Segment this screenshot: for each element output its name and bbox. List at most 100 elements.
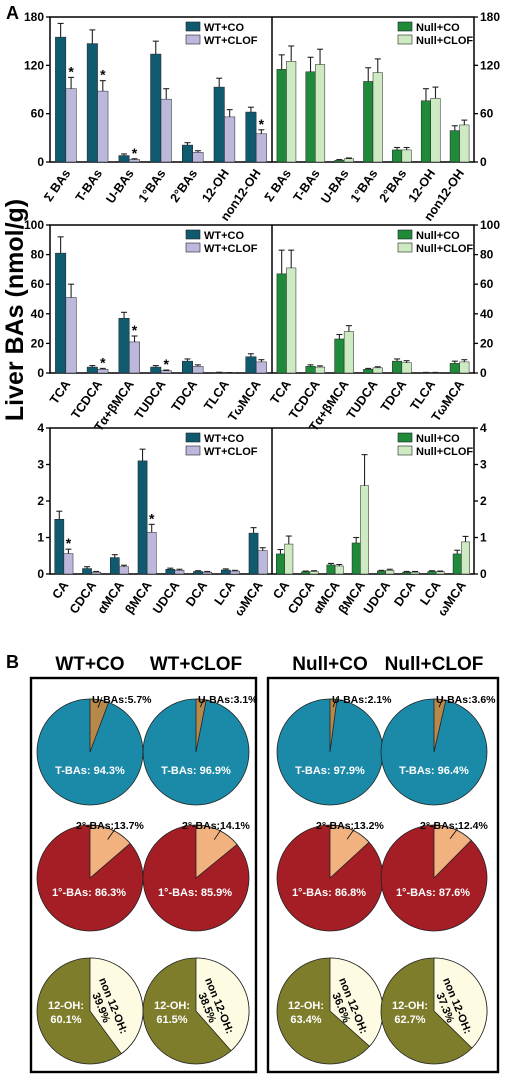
y-tick-label-left: 0 bbox=[37, 366, 44, 380]
x-tick-label: TLCA bbox=[201, 378, 232, 413]
y-tick-label-left: 40 bbox=[31, 307, 45, 321]
bar-wt-co bbox=[137, 460, 148, 575]
bar-wt-clof bbox=[129, 341, 141, 374]
pie-slice-small bbox=[195, 957, 250, 1052]
legend-swatch-null-0 bbox=[397, 229, 413, 240]
pie-leader-line bbox=[346, 827, 356, 840]
pie-slice-small bbox=[433, 957, 488, 1049]
bar-null-clof bbox=[343, 331, 354, 374]
pie-label-large-line1: 12-OH: bbox=[154, 1000, 190, 1012]
pie-label-large: T-BAs: 97.9% bbox=[295, 765, 365, 777]
bar-null-co bbox=[449, 130, 460, 163]
bar-null-co bbox=[420, 100, 431, 163]
y-tick-label-right: 0 bbox=[480, 567, 487, 581]
pie-label-small: 2°-BAs:12.4% bbox=[420, 820, 488, 832]
bar-null-co bbox=[449, 363, 460, 374]
significance-marker: * bbox=[164, 356, 170, 372]
significance-marker: * bbox=[68, 63, 74, 79]
pie-slice-small bbox=[433, 824, 472, 879]
x-tick-label: TωMCA bbox=[225, 378, 263, 424]
x-tick-label: DCA bbox=[183, 579, 210, 609]
pie-leader-line bbox=[449, 827, 459, 840]
x-tick-label: 12-OH bbox=[199, 167, 232, 205]
legend-swatch-wt-1 bbox=[185, 445, 201, 456]
pie-label-large-line2: 63.4% bbox=[290, 1014, 321, 1026]
x-tick-label: TUDCA bbox=[132, 378, 169, 422]
panel-label-a: A bbox=[6, 3, 19, 23]
pie-slice-small bbox=[89, 957, 144, 1055]
bar-null-clof bbox=[372, 72, 383, 163]
pie-label-small: 2°-BAs:14.1% bbox=[182, 820, 250, 832]
bar-null-clof bbox=[286, 61, 297, 163]
y-tick-label-left: 1 bbox=[37, 531, 44, 545]
bar-null-clof bbox=[401, 362, 412, 374]
bar-null-clof bbox=[385, 570, 395, 575]
legend-label-wt-0: WT+CO bbox=[204, 433, 244, 445]
x-tick-label: 1°BAs bbox=[348, 167, 381, 205]
pie-label-large-line2: 61.5% bbox=[156, 1014, 187, 1026]
bar-null-clof bbox=[459, 361, 470, 374]
bar-wt-clof bbox=[192, 366, 204, 374]
bar-wt-co bbox=[220, 569, 231, 575]
pie-label-large: 1°-BAs: 86.8% bbox=[292, 887, 366, 899]
x-tick-label: TCA bbox=[47, 378, 73, 407]
bar-null-clof bbox=[315, 64, 326, 163]
bar-null-clof bbox=[461, 541, 470, 575]
bar-null-clof bbox=[360, 485, 369, 575]
legend-swatch-wt-0 bbox=[185, 229, 201, 240]
bar-null-co bbox=[402, 571, 412, 575]
y-tick-label-right: 2 bbox=[480, 494, 487, 508]
bar-null-co bbox=[276, 273, 287, 374]
bar-wt-clof bbox=[202, 571, 213, 575]
bar-wt-co bbox=[54, 519, 65, 575]
legend-swatch-null-0 bbox=[397, 21, 413, 32]
pie-leader-line bbox=[213, 827, 223, 840]
bar-null-clof bbox=[430, 98, 441, 163]
legend-label-wt-0: WT+CO bbox=[204, 230, 244, 242]
pie-primary-0: 1°-BAs: 86.3% 2°-BAs:13.7% bbox=[36, 820, 144, 932]
legend-label-null-1: Null+CLOF bbox=[416, 35, 473, 47]
legend-swatch-null-1 bbox=[397, 445, 413, 456]
pie-slice-small bbox=[89, 824, 131, 879]
pie-label-large-line1: 12-OH: bbox=[392, 1000, 428, 1012]
bar-wt-clof bbox=[65, 88, 77, 163]
y-tick-label-right: 120 bbox=[480, 58, 500, 72]
pie-label-small: U-BAs:3.6% bbox=[436, 694, 496, 706]
bar-null-clof bbox=[343, 158, 354, 163]
y-tick-label-right: 100 bbox=[480, 218, 500, 232]
legend-swatch-wt-0 bbox=[185, 21, 201, 32]
significance-marker: * bbox=[259, 116, 265, 132]
bar-wt-clof bbox=[255, 133, 267, 163]
x-tick-label: CA bbox=[50, 579, 72, 602]
bar-null-co bbox=[363, 369, 374, 374]
y-tick-label-right: 60 bbox=[480, 277, 494, 291]
x-tick-label: T-BAs bbox=[73, 167, 105, 205]
bar-null-clof bbox=[459, 124, 470, 163]
pie-label-large: T-BAs: 94.3% bbox=[55, 765, 125, 777]
x-tick-label: TCA bbox=[268, 378, 294, 407]
pie-primary-1: 1°-BAs: 85.9% 2°-BAs:14.1% bbox=[142, 820, 250, 932]
legend-label-null-0: Null+CO bbox=[416, 230, 460, 242]
y-tick-label-left: 60 bbox=[31, 107, 45, 121]
legend-label-null-1: Null+CLOF bbox=[416, 446, 473, 458]
y-tick-label-left: 180 bbox=[24, 10, 44, 24]
pie-group-title: Null+CLOF bbox=[385, 654, 484, 675]
pie-label-large: 1°-BAs: 86.3% bbox=[52, 887, 126, 899]
significance-marker: * bbox=[66, 535, 72, 551]
pie-oh12-0: 12-OH:60.1% non 12-OH:39.9% bbox=[36, 957, 144, 1065]
x-tick-label: U-BAs bbox=[318, 167, 351, 206]
bar-null-co bbox=[427, 571, 437, 575]
bar-wt-co bbox=[193, 571, 203, 575]
pie-label-small: U-BAs:2.1% bbox=[332, 694, 392, 706]
pie-tbas-0: T-BAs: 94.3% U-BAs:5.7% bbox=[36, 694, 152, 806]
pie-label-large-line2: 62.7% bbox=[394, 1014, 425, 1026]
x-tick-label: TDCA bbox=[378, 378, 409, 414]
bar-wt-co bbox=[86, 43, 98, 163]
pie-leader-line bbox=[332, 696, 338, 708]
bar-wt-co bbox=[118, 155, 130, 163]
bar-wt-co bbox=[118, 317, 130, 374]
pie-primary-3: 1°-BAs: 87.6% 2°-BAs:12.4% bbox=[380, 820, 488, 932]
bar-null-co bbox=[334, 160, 345, 163]
pie-slice-small bbox=[195, 698, 207, 753]
